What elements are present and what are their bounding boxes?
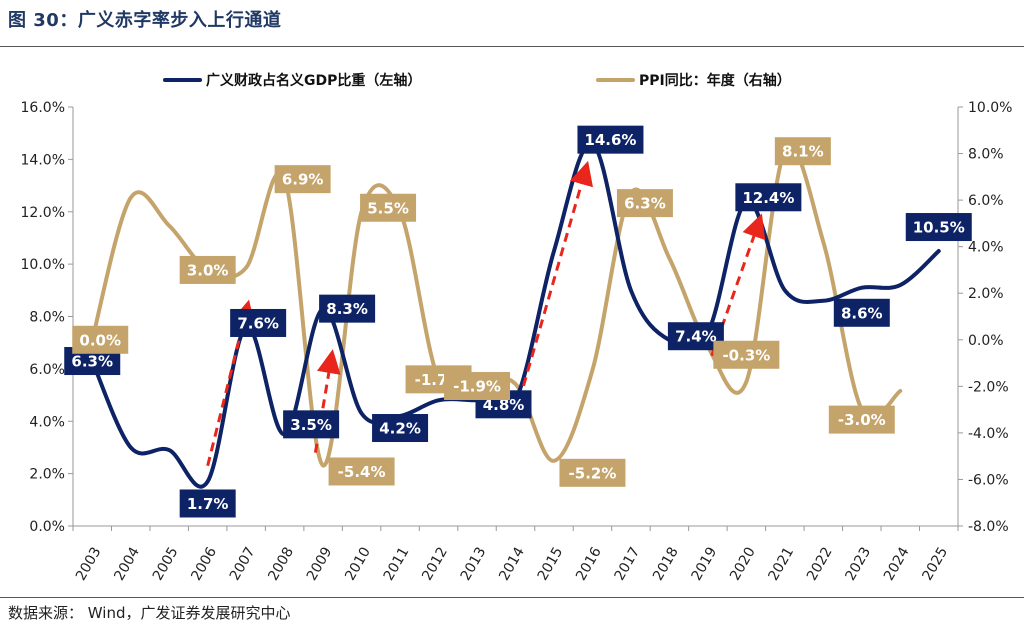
data-label-box xyxy=(833,298,890,327)
x-tick-label: 2016 xyxy=(573,544,605,583)
left-tick-label: 6.0% xyxy=(29,362,65,378)
left-tick-label: 0.0% xyxy=(29,519,65,535)
x-tick-label: 2025 xyxy=(919,545,951,584)
data-label-box xyxy=(616,189,673,218)
x-tick-label: 2003 xyxy=(73,545,105,584)
right-tick-label: 0.0% xyxy=(968,333,1004,349)
data-label: 3.5% xyxy=(290,416,332,434)
x-tick-label: 2006 xyxy=(188,544,220,583)
right-tick-label: 2.0% xyxy=(968,286,1004,302)
x-tick-label: 2024 xyxy=(881,544,913,583)
data-label: 3.0% xyxy=(187,261,229,279)
x-tick-label: 2022 xyxy=(804,545,836,584)
right-tick-label: 8.0% xyxy=(968,147,1004,163)
legend-label: PPI同比：年度（右轴） xyxy=(639,72,791,89)
data-label: -5.4% xyxy=(338,463,386,481)
left-tick-label: 14.0% xyxy=(21,152,65,168)
data-label: 6.3% xyxy=(624,195,666,213)
data-label-box xyxy=(179,489,236,518)
x-tick-label: 2017 xyxy=(612,545,644,584)
data-label: 10.5% xyxy=(913,219,965,237)
data-label: 12.4% xyxy=(742,189,794,207)
left-tick-label: 12.0% xyxy=(21,205,65,221)
trend-arrow xyxy=(206,299,255,467)
data-label-box xyxy=(230,308,287,337)
data-label: -5.2% xyxy=(569,464,617,482)
title-divider xyxy=(0,46,1024,47)
data-label-box xyxy=(274,165,331,194)
x-tick-label: 2014 xyxy=(496,544,528,583)
source-note: 数据来源： Wind，广发证券发展研究中心 xyxy=(8,604,291,622)
x-tick-label: 2008 xyxy=(265,545,297,584)
data-label-box xyxy=(559,458,626,487)
x-tick-label: 2018 xyxy=(650,545,682,584)
data-label-box xyxy=(372,414,429,443)
x-tick-label: 2020 xyxy=(727,545,759,584)
data-label-box xyxy=(444,372,511,401)
data-label-box xyxy=(72,325,129,354)
data-label-box xyxy=(828,405,895,434)
left-tick-label: 8.0% xyxy=(29,310,65,326)
x-tick-label: 2009 xyxy=(304,545,336,584)
right-tick-label: -4.0% xyxy=(968,426,1009,442)
x-tick-label: 2007 xyxy=(227,545,259,584)
right-tick-label: -8.0% xyxy=(968,519,1009,535)
x-tick-label: 2011 xyxy=(381,545,413,584)
data-label: -0.3% xyxy=(722,346,770,364)
x-tick-label: 2015 xyxy=(535,545,567,584)
data-label-box xyxy=(774,137,831,166)
footer-divider xyxy=(0,597,1024,598)
data-label: 6.3% xyxy=(71,353,113,371)
x-tick-label: 2013 xyxy=(458,545,490,584)
data-label: 8.6% xyxy=(841,304,883,322)
right-tick-label: 6.0% xyxy=(968,193,1004,209)
right-tick-label: 10.0% xyxy=(968,100,1012,116)
data-label: 7.6% xyxy=(237,314,279,332)
data-label: 6.9% xyxy=(282,171,324,189)
x-tick-label: 2004 xyxy=(111,544,143,583)
data-label: -3.0% xyxy=(838,411,886,429)
left-tick-label: 16.0% xyxy=(21,100,65,116)
data-label-box xyxy=(179,255,236,284)
data-label-box xyxy=(713,340,780,369)
right-tick-label: 4.0% xyxy=(968,240,1004,256)
legend-label: 广义财政占名义GDP比重（左轴） xyxy=(206,72,421,89)
left-tick-label: 4.0% xyxy=(29,414,65,430)
data-label-box xyxy=(319,294,376,323)
data-label: 0.0% xyxy=(79,331,121,349)
x-tick-label: 2019 xyxy=(689,545,721,584)
left-tick-label: 10.0% xyxy=(21,257,65,273)
data-label-box xyxy=(905,213,972,242)
data-label-box xyxy=(360,193,417,222)
data-label: 14.6% xyxy=(584,131,636,149)
data-label: 7.4% xyxy=(675,328,717,346)
data-label: 4.2% xyxy=(379,420,421,438)
data-label: 1.7% xyxy=(187,495,229,513)
left-tick-label: 2.0% xyxy=(29,467,65,483)
data-label-box xyxy=(283,410,340,439)
x-tick-label: 2010 xyxy=(342,545,374,584)
page-title: 图 30：广义赤字率步入上行通道 xyxy=(8,10,282,31)
right-tick-label: -2.0% xyxy=(968,379,1009,395)
trend-arrow xyxy=(517,160,593,401)
data-label-box xyxy=(328,457,395,486)
data-label-box xyxy=(577,125,644,154)
data-label: 5.5% xyxy=(367,199,409,217)
data-label: 8.1% xyxy=(782,143,824,161)
data-label: 8.3% xyxy=(326,300,368,318)
data-label-box xyxy=(735,183,802,212)
x-tick-label: 2012 xyxy=(419,545,451,584)
data-label: -1.9% xyxy=(453,378,501,396)
x-tick-label: 2023 xyxy=(843,545,875,584)
x-tick-label: 2021 xyxy=(766,545,798,584)
x-tick-label: 2005 xyxy=(150,545,182,584)
data-label: 4.8% xyxy=(483,396,525,414)
right-tick-label: -6.0% xyxy=(968,472,1009,488)
